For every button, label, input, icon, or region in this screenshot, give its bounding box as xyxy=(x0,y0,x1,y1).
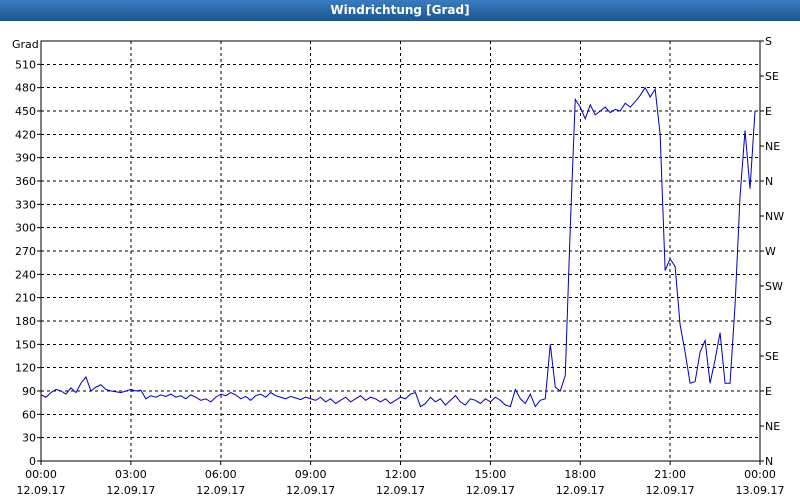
x-tick-date: 12.09.17 xyxy=(17,484,66,497)
y-tick-label: 450 xyxy=(15,105,36,118)
x-tick-date: 12.09.17 xyxy=(106,484,155,497)
x-tick-date: 13.09.17 xyxy=(736,484,785,497)
x-tick-label: 00:00 xyxy=(744,468,776,481)
y2-tick-label: SE xyxy=(765,70,779,83)
y-axis-label: Grad xyxy=(12,38,39,51)
y2-tick-label: E xyxy=(765,385,772,398)
y-tick-label: 300 xyxy=(15,222,36,235)
y-tick-label: 120 xyxy=(15,362,36,375)
y-tick-label: 60 xyxy=(22,408,36,421)
x-tick-date: 12.09.17 xyxy=(466,484,515,497)
y2-tick-label: E xyxy=(765,105,772,118)
x-tick-date: 12.09.17 xyxy=(556,484,605,497)
y-tick-label: 270 xyxy=(15,245,36,258)
x-tick-date: 12.09.17 xyxy=(286,484,335,497)
chart-title: Windrichtung [Grad] xyxy=(330,3,469,17)
y-tick-label: 390 xyxy=(15,152,36,165)
x-tick-label: 21:00 xyxy=(654,468,686,481)
y-tick-label: 210 xyxy=(15,292,36,305)
y2-tick-label: N xyxy=(765,455,773,468)
y-tick-label: 360 xyxy=(15,175,36,188)
x-tick-label: 15:00 xyxy=(475,468,507,481)
y-tick-label: 90 xyxy=(22,385,36,398)
y-tick-label: 180 xyxy=(15,315,36,328)
y2-tick-label: SE xyxy=(765,350,779,363)
y-tick-label: 480 xyxy=(15,82,36,95)
x-tick-date: 12.09.17 xyxy=(646,484,695,497)
x-tick-date: 12.09.17 xyxy=(376,484,425,497)
y-tick-label: 30 xyxy=(22,432,36,445)
y-tick-label: 0 xyxy=(29,455,36,468)
x-tick-label: 00:00 xyxy=(25,468,57,481)
y2-tick-label: NW xyxy=(765,210,784,223)
x-tick-label: 18:00 xyxy=(564,468,596,481)
x-tick-label: 06:00 xyxy=(205,468,237,481)
y-tick-label: 420 xyxy=(15,128,36,141)
y-tick-label: 330 xyxy=(15,198,36,211)
y2-tick-label: S xyxy=(765,315,772,328)
data-line xyxy=(40,86,756,408)
y2-tick-label: NE xyxy=(765,420,780,433)
x-tick-label: 09:00 xyxy=(295,468,327,481)
y2-tick-label: N xyxy=(765,175,773,188)
title-bar xyxy=(0,0,800,21)
y2-tick-label: W xyxy=(765,245,776,258)
y-tick-label: 240 xyxy=(15,268,36,281)
y-tick-label: 510 xyxy=(15,58,36,71)
x-tick-date: 12.09.17 xyxy=(196,484,245,497)
x-tick-label: 12:00 xyxy=(385,468,417,481)
y-tick-label: 150 xyxy=(15,338,36,351)
y2-tick-label: SW xyxy=(765,280,783,293)
x-tick-label: 03:00 xyxy=(115,468,147,481)
y2-tick-label: NE xyxy=(765,140,780,153)
y2-tick-label: S xyxy=(765,35,772,48)
